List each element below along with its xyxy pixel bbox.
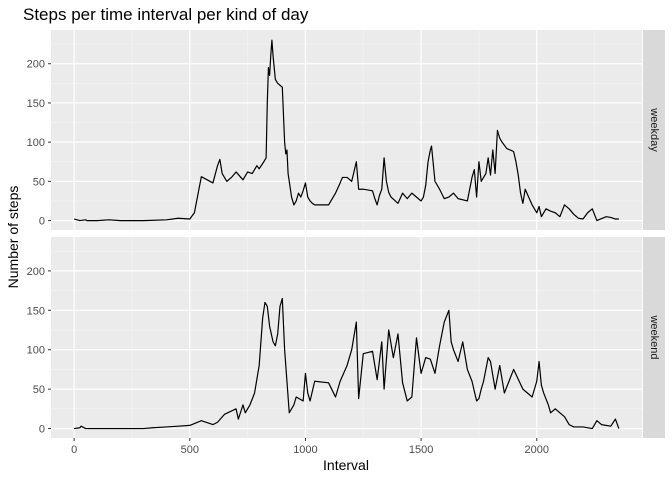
y-tick-label: 0	[39, 216, 45, 228]
x-axis: 0 500 1000 1500 2000	[71, 438, 549, 456]
y-tick-label: 0	[39, 424, 45, 436]
panel-weekend: 0 50 100 150 200 weekend	[27, 237, 665, 438]
x-tick-label: 2000	[525, 444, 549, 456]
y-tick-label: 50	[33, 384, 45, 396]
y-tick-label: 200	[27, 59, 45, 71]
panel-background	[51, 30, 642, 230]
y-tick-label: 100	[27, 137, 45, 149]
y-tick-label: 150	[27, 98, 45, 110]
series-line-weekend	[74, 297, 620, 430]
facet-label-weekday: weekday	[648, 107, 660, 152]
y-tick-label: 100	[27, 345, 45, 357]
x-tick-label: 1500	[409, 444, 433, 456]
x-tick-label: 500	[181, 444, 199, 456]
facet-label-weekend: weekend	[648, 314, 660, 359]
facet-strip-weekday	[643, 30, 665, 230]
y-axis-title: Number of steps	[5, 186, 21, 289]
panel-weekday: 0 50 100 150 200 weekday	[27, 30, 665, 230]
y-tick-label: 150	[27, 305, 45, 317]
facet-strip-weekend	[643, 237, 665, 438]
series-line-weekday	[73, 39, 619, 222]
y-tick-label: 200	[27, 266, 45, 278]
y-tick-label: 50	[33, 176, 45, 188]
x-tick-label: 1000	[293, 444, 317, 456]
x-tick-label: 0	[71, 444, 77, 456]
x-axis-title: Interval	[323, 457, 369, 473]
panel-background	[51, 237, 642, 438]
chart-title: Steps per time interval per kind of day	[23, 5, 309, 24]
facet-panels: 0 50 100 150 200 weekday 0 50 100 150 200 weekend	[27, 30, 665, 438]
